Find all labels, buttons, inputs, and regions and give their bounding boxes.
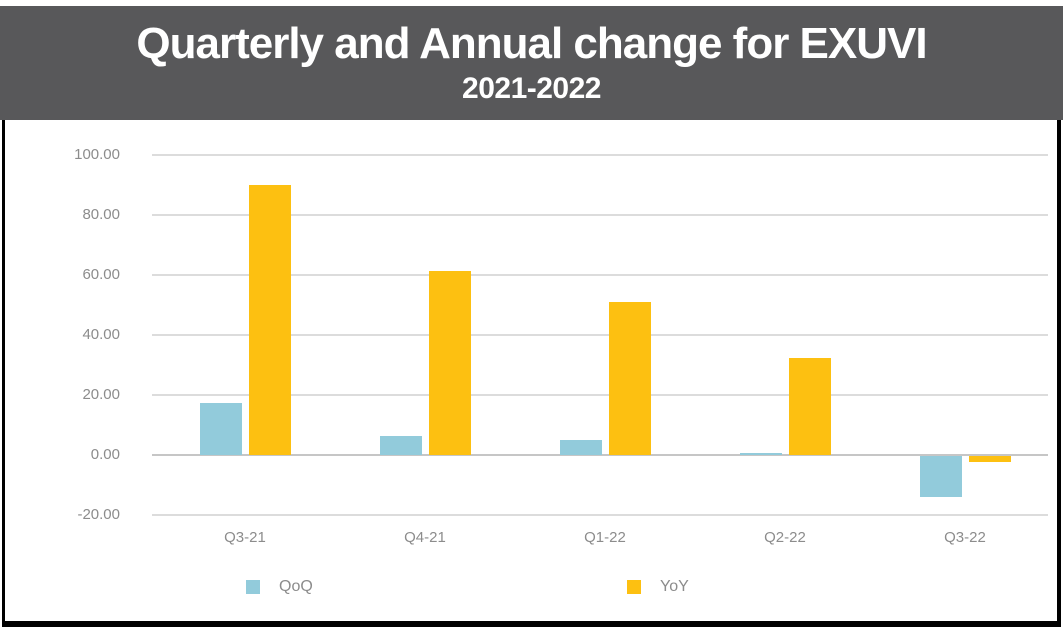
plot-area: 100.00 80.00 60.00 40.00 20.00 0.00 -20.00 Q3-2… [5, 120, 1057, 621]
gridline [152, 154, 1048, 156]
y-axis-tick-label: 0.00 [90, 446, 120, 463]
chart-title: Quarterly and Annual change for EXUVI [136, 19, 927, 68]
y-axis-tick-label: 60.00 [82, 266, 120, 283]
bar-yoy-q1-22 [608, 302, 651, 455]
bar-yoy-q3-21 [248, 185, 291, 455]
gridline [152, 274, 1048, 276]
gridline [152, 514, 1048, 516]
gridline [152, 334, 1048, 336]
gridline [152, 394, 1048, 396]
bar-yoy-q4-21 [428, 270, 471, 455]
x-axis-tick-label: Q2-22 [764, 529, 806, 546]
gridline [152, 214, 1048, 216]
legend-swatch-qoq [246, 580, 260, 594]
x-axis-tick-label: Q3-22 [944, 529, 986, 546]
bar-qoq-q1-22 [559, 440, 602, 455]
y-axis-tick-label: 100.00 [74, 146, 120, 163]
bar-yoy-q2-22 [788, 357, 831, 455]
bar-qoq-q2-22 [739, 453, 782, 455]
y-axis-tick-label: 40.00 [82, 326, 120, 343]
chart-subtitle: 2021-2022 [462, 72, 601, 106]
bar-qoq-q3-22 [919, 456, 962, 497]
y-axis-tick-label: 80.00 [82, 206, 120, 223]
y-axis-tick-label: -20.00 [77, 506, 120, 523]
bar-qoq-q4-21 [379, 435, 422, 455]
x-axis-tick-label: Q1-22 [584, 529, 626, 546]
chart-title-banner: Quarterly and Annual change for EXUVI 20… [0, 6, 1063, 120]
chart-frame: 100.00 80.00 60.00 40.00 20.00 0.00 -20.00 Q3-2… [2, 120, 1061, 627]
legend-item-qoq: QoQ [246, 578, 313, 596]
legend-label-qoq: QoQ [279, 578, 313, 595]
x-axis-tick-label: Q3-21 [224, 529, 266, 546]
bar-qoq-q3-21 [199, 402, 242, 455]
legend-item-yoy: YoY [627, 578, 689, 596]
legend-swatch-yoy [627, 580, 641, 594]
y-axis-tick-label: 20.00 [82, 386, 120, 403]
x-axis-zero-line [152, 454, 1048, 456]
legend-label-yoy: YoY [660, 578, 689, 595]
bar-yoy-q3-22 [968, 456, 1011, 462]
x-axis-tick-label: Q4-21 [404, 529, 446, 546]
